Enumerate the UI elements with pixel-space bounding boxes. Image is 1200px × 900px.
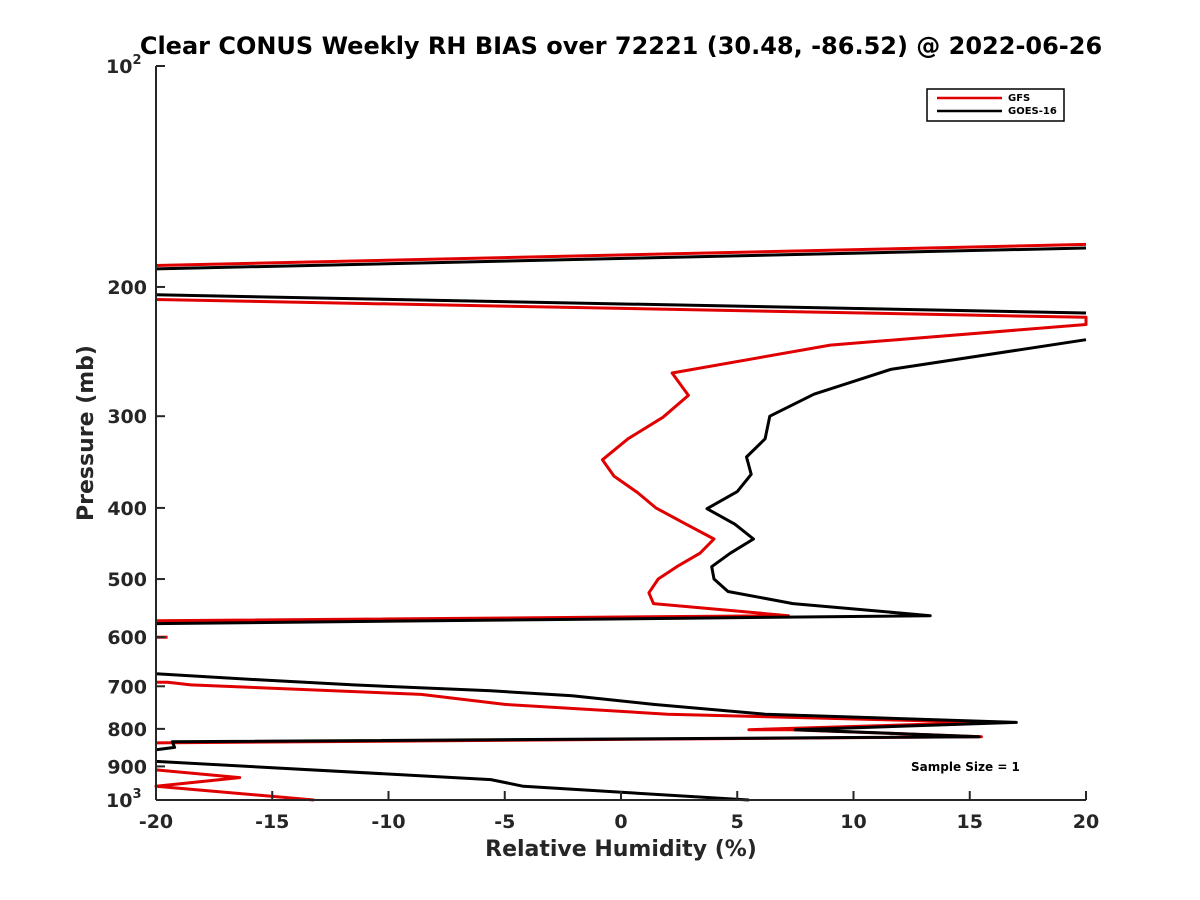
x-tick-label: -15	[255, 811, 289, 833]
y-tick-label: 102	[106, 53, 142, 78]
x-axis-label: Relative Humidity (%)	[485, 837, 757, 862]
y-tick-label: 900	[107, 756, 147, 778]
x-tick-label: 15	[957, 811, 983, 833]
x-tick-label: -20	[139, 811, 173, 833]
y-tick-label: 200	[107, 277, 147, 299]
series-line-goes-16-segment-0	[155, 246, 1087, 271]
x-tick-label: 10	[840, 811, 866, 833]
series-line-gfs-segment-4	[154, 768, 315, 802]
legend-box	[926, 88, 1065, 122]
x-tick-label: 0	[614, 811, 627, 833]
x-tick-label: -10	[371, 811, 405, 833]
series-line-goes-16-segment-2	[155, 338, 1087, 626]
legend-label-goes16: GOES-16	[1008, 106, 1057, 117]
y-tick-label: 800	[107, 719, 147, 741]
legend: GFS GOES-16	[926, 88, 1065, 122]
x-tick-label: 20	[1073, 811, 1099, 833]
series-line-gfs-segment-1	[155, 298, 1088, 623]
y-tick-label: 400	[107, 498, 147, 520]
sample-size-annotation: Sample Size = 1	[911, 760, 1020, 774]
y-tick-label: 103	[106, 787, 142, 812]
y-tick-label: 300	[107, 406, 147, 428]
series-line-gfs-segment-0	[155, 242, 1087, 267]
y-tick-label: 500	[107, 569, 147, 591]
y-axis-label: Pressure (mb)	[74, 345, 99, 521]
y-tick-label: 700	[107, 676, 147, 698]
x-tick-label: -5	[494, 811, 515, 833]
y-tick-label: 600	[107, 627, 147, 649]
series-line-goes-16-segment-1	[155, 293, 1087, 315]
plot-series-group	[154, 242, 1088, 802]
x-tick-group: -20 -15 -10 -5 0 5 10 15 20	[139, 791, 1099, 833]
series-line-goes-16-segment-4	[155, 759, 749, 802]
series-line-goes-16-segment-3	[155, 672, 1018, 752]
y-tick-group: 102 200 300 400 500 600 700 800 900 103	[106, 53, 165, 812]
chart-title: Clear CONUS Weekly RH BIAS over 72221 (3…	[140, 32, 1102, 60]
legend-label-gfs: GFS	[1008, 93, 1030, 104]
x-tick-label: 5	[731, 811, 744, 833]
